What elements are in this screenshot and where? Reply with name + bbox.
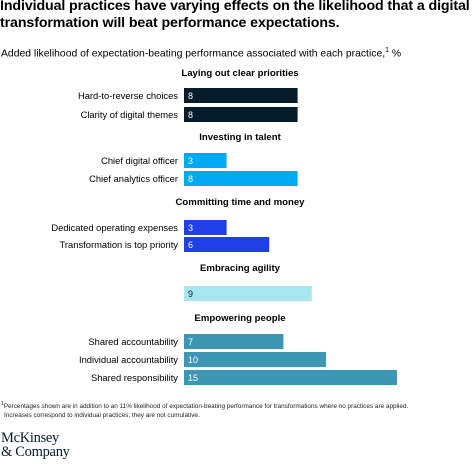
bar-category-label: Shared accountability <box>88 336 178 347</box>
bar <box>184 171 298 186</box>
footnote-marker: 1 <box>1 401 4 407</box>
bar-value-label: 15 <box>188 373 198 383</box>
bar-value-label: 3 <box>188 156 193 166</box>
bar-value-label: 7 <box>188 337 193 347</box>
bar <box>184 237 270 252</box>
bar-value-label: 3 <box>188 223 193 233</box>
bar-category-label: Individual accountability <box>79 354 178 365</box>
group-heading: Empowering people <box>194 313 285 324</box>
bar-value-label: 8 <box>188 174 193 184</box>
logo-line-2: & Company <box>1 444 70 460</box>
chart-title: Individual practices have varying effect… <box>0 0 470 32</box>
bar <box>184 286 312 301</box>
bar <box>184 107 298 122</box>
chart-subtitle: Added likelihood of expectation-beating … <box>1 44 401 60</box>
chart-subtitle-footnote-marker: 1 <box>385 47 390 54</box>
bar <box>184 334 284 349</box>
bar-value-label: 8 <box>188 110 193 120</box>
bar-category-label: Shared responsibility <box>91 372 178 383</box>
chart-title-line-2: transformation will beat performance exp… <box>0 15 340 31</box>
bar <box>184 88 298 103</box>
bar-value-label: 10 <box>188 355 198 365</box>
chart-subtitle-text: Added likelihood of expectation-beating … <box>1 48 386 60</box>
footnote-line-2: Increases correspond to individual pract… <box>4 411 200 419</box>
bar <box>184 153 227 168</box>
bar-category-label: Chief analytics officer <box>89 173 178 184</box>
group-heading: Laying out clear priorities <box>181 68 298 79</box>
bar <box>184 370 397 385</box>
group-heading: Investing in talent <box>199 132 281 143</box>
logo-line-1: McKinsey <box>1 430 60 446</box>
bar-category-label: Clarity of digital themes <box>81 109 179 120</box>
bar-value-label: 6 <box>188 240 193 250</box>
bar-category-label: Hard-to-reverse choices <box>78 90 178 101</box>
bar <box>184 220 227 235</box>
bar-value-label: 9 <box>188 289 193 299</box>
bar-value-label: 8 <box>188 91 193 101</box>
group-heading: Embracing agility <box>200 263 281 274</box>
chart-subtitle-unit: % <box>389 48 402 60</box>
footnote-line-1: 1Percentages shown are in addition to an… <box>1 400 471 412</box>
bar-category-label: Chief digital officer <box>101 155 178 166</box>
footnote: 1Percentages shown are in addition to an… <box>1 400 471 420</box>
bar-category-label: Dedicated operating expenses <box>51 222 178 233</box>
footnote-text-1: Percentages shown are in addition to an … <box>3 403 409 411</box>
bar <box>184 352 326 367</box>
chart-title-line-1: Individual practices have varying effect… <box>0 0 470 14</box>
group-heading: Committing time and money <box>176 197 306 208</box>
mckinsey-logo: McKinsey & Company <box>1 430 70 460</box>
bar-category-label: Transformation is top priority <box>60 239 179 250</box>
